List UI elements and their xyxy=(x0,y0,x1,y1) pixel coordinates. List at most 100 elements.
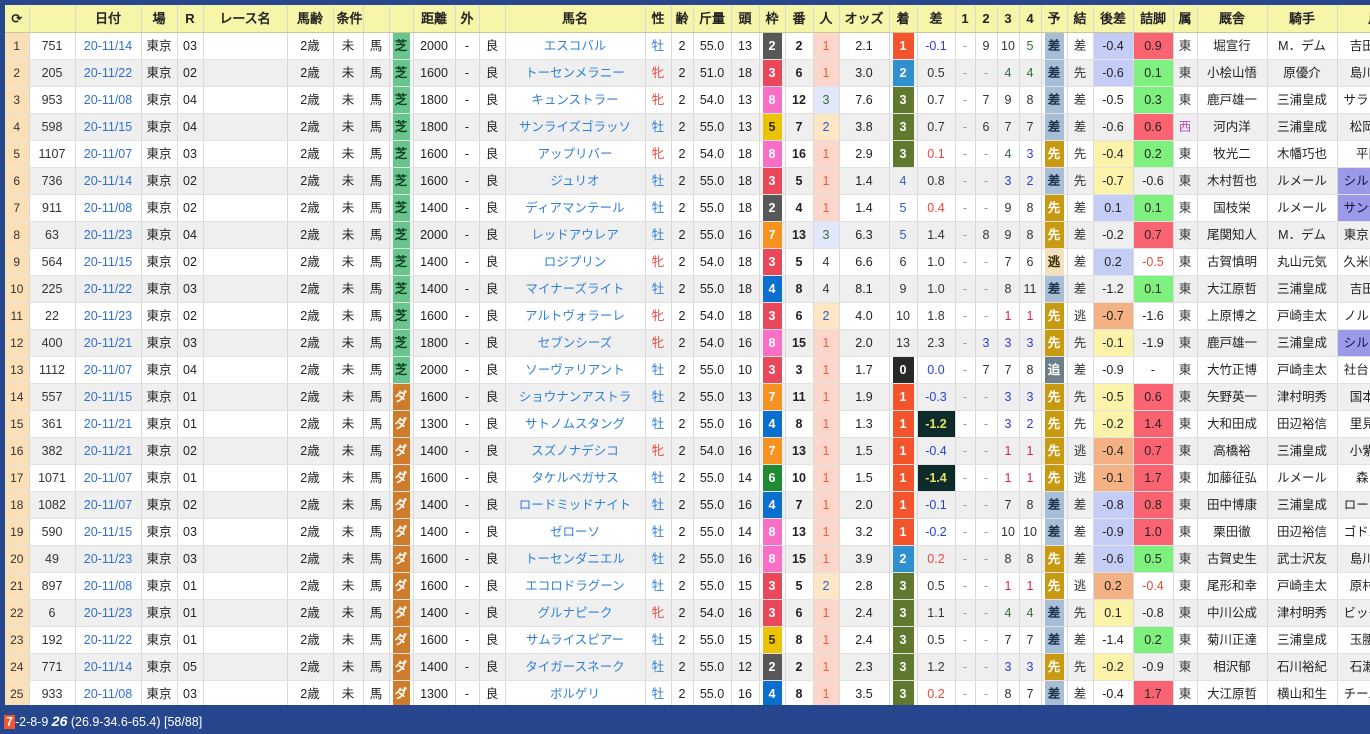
column-header-baba[interactable] xyxy=(479,5,506,33)
column-header-jockey[interactable]: 騎手 xyxy=(1267,5,1338,33)
table-row[interactable]: 3 953 20-11/08 東京 04 2歳未馬芝 1800- 良キュンストラー牝 2 54.0… xyxy=(5,86,1370,114)
table-row[interactable]: 9 564 20-11/15 東京 02 2歳未馬芝 1400- 良ロジプリン牝 2 54.0 18… xyxy=(5,248,1370,276)
horse-name[interactable]: レッドアウレア xyxy=(505,221,646,249)
race-date[interactable]: 20-11/14 xyxy=(75,167,142,195)
column-header-c3[interactable]: 3 xyxy=(997,5,1020,33)
column-header-uma[interactable] xyxy=(363,5,390,33)
table-row[interactable]: 24 771 20-11/14 東京 05 2歳未馬ダ 1400- 良タイガースネーク牡 2 55… xyxy=(5,653,1370,681)
column-header-odds[interactable]: オッズ xyxy=(839,5,890,33)
horse-name[interactable]: ディアマンテール xyxy=(505,194,646,222)
table-row[interactable]: 18 1082 20-11/07 東京 02 2歳未馬ダ 1400- 良ロードミッドナイト牡 2… xyxy=(5,491,1370,519)
race-date[interactable]: 20-11/08 xyxy=(75,194,142,222)
column-header-sex[interactable]: 性 xyxy=(645,5,672,33)
table-row[interactable]: 11 22 20-11/23 東京 02 2歳未馬芝 1600- 良アルトヴォラーレ牝 2 54.… xyxy=(5,302,1370,330)
race-date[interactable]: 20-11/07 xyxy=(75,140,142,168)
horse-name[interactable]: ボルゲリ xyxy=(505,680,646,705)
race-date[interactable]: 20-11/15 xyxy=(75,518,142,546)
race-results-grid[interactable]: ⟳ 日付場 R レース名 馬齢 条件 距離外馬名性齢斤量頭枠番人オッズ着差 1 2 3 4 予結後差詰… xyxy=(5,5,1370,705)
table-row[interactable]: 14 557 20-11/15 東京 01 2歳未馬ダ 1600- 良ショウナンアストラ牡 2 5… xyxy=(5,383,1370,411)
horse-name[interactable]: ショウナンアストラ xyxy=(505,383,646,411)
table-row[interactable]: 1 751 20-11/14 東京 03 2歳未馬芝 2000- 良エスコバル牡 2 55.0 13… xyxy=(5,32,1370,60)
race-date[interactable]: 20-11/23 xyxy=(75,221,142,249)
horse-name[interactable]: マイナーズライト xyxy=(505,275,646,303)
column-header-ban[interactable]: 番 xyxy=(785,5,814,33)
race-date[interactable]: 20-11/22 xyxy=(75,626,142,654)
race-date[interactable]: 20-11/23 xyxy=(75,545,142,573)
column-header-head[interactable]: 頭 xyxy=(731,5,760,33)
table-row[interactable]: 4 598 20-11/15 東京 04 2歳未馬芝 1800- 良サンライズゴラッソ牡 2 55… xyxy=(5,113,1370,141)
column-header-no[interactable] xyxy=(29,5,76,33)
horse-name[interactable]: エスコバル xyxy=(505,32,646,60)
column-header-yo[interactable]: 予 xyxy=(1041,5,1068,33)
table-row[interactable]: 8 63 20-11/23 東京 04 2歳未馬芝 2000- 良レッドアウレア牡 2 55.0 1… xyxy=(5,221,1370,249)
horse-name[interactable]: ロジプリン xyxy=(505,248,646,276)
table-row[interactable]: 19 590 20-11/15 東京 03 2歳未馬ダ 1400- 良ゼローソ牡 2 55.0 14… xyxy=(5,518,1370,546)
horse-name[interactable]: セブンシーズ xyxy=(505,329,646,357)
column-header-stable[interactable]: 厩舎 xyxy=(1197,5,1268,33)
column-header-surface[interactable] xyxy=(389,5,414,33)
column-header-horse[interactable]: 馬名 xyxy=(505,5,646,33)
horse-name[interactable]: ゼローソ xyxy=(505,518,646,546)
horse-name[interactable]: サムライスピアー xyxy=(505,626,646,654)
column-header-weight[interactable]: 斤量 xyxy=(693,5,732,33)
table-row[interactable]: 2 205 20-11/22 東京 02 2歳未馬芝 1600- 良トーセンメラニー牝 2 51.… xyxy=(5,59,1370,87)
table-row[interactable]: 5 1107 20-11/07 東京 03 2歳未馬芝 1600- 良アップリバー牝 2 54.0… xyxy=(5,140,1370,168)
horse-name[interactable]: ソーヴァリアント xyxy=(505,356,646,384)
race-date[interactable]: 20-11/21 xyxy=(75,410,142,438)
horse-name[interactable]: トーセンダニエル xyxy=(505,545,646,573)
column-header-chaku[interactable]: 着 xyxy=(889,5,918,33)
race-date[interactable]: 20-11/14 xyxy=(75,32,142,60)
race-date[interactable]: 20-11/15 xyxy=(75,113,142,141)
column-header-zoku[interactable]: 属 xyxy=(1173,5,1198,33)
table-row[interactable]: 15 361 20-11/21 東京 01 2歳未馬ダ 1300- 良サトノムスタング牡 2 55… xyxy=(5,410,1370,438)
column-header-distance[interactable]: 距離 xyxy=(413,5,456,33)
race-date[interactable]: 20-11/23 xyxy=(75,302,142,330)
race-date[interactable]: 20-11/07 xyxy=(75,356,142,384)
column-header-ketsu[interactable]: 結 xyxy=(1067,5,1094,33)
horse-name[interactable]: ロードミッドナイト xyxy=(505,491,646,519)
column-header-ninki[interactable]: 人 xyxy=(813,5,840,33)
table-row[interactable]: 7 911 20-11/08 東京 02 2歳未馬芝 1400- 良ディアマンテール牡 2 55.… xyxy=(5,194,1370,222)
race-date[interactable]: 20-11/08 xyxy=(75,680,142,705)
table-row[interactable]: 17 1071 20-11/07 東京 01 2歳未馬ダ 1600- 良タケルペガサス牡 2 55… xyxy=(5,464,1370,492)
horse-name[interactable]: タケルペガサス xyxy=(505,464,646,492)
horse-name[interactable]: サトノムスタング xyxy=(505,410,646,438)
column-header-c4[interactable]: 4 xyxy=(1019,5,1042,33)
column-header-tsumeashi[interactable]: 詰脚 xyxy=(1133,5,1174,33)
column-header-joken[interactable]: 条件 xyxy=(333,5,364,33)
column-header-c2[interactable]: 2 xyxy=(975,5,998,33)
race-date[interactable]: 20-11/23 xyxy=(75,599,142,627)
horse-name[interactable]: スズノナデシコ xyxy=(505,437,646,465)
table-row[interactable]: 12 400 20-11/21 東京 03 2歳未馬芝 1800- 良セブンシーズ牝 2 54.0… xyxy=(5,329,1370,357)
race-date[interactable]: 20-11/14 xyxy=(75,653,142,681)
race-date[interactable]: 20-11/21 xyxy=(75,437,142,465)
column-header-r[interactable]: R xyxy=(177,5,204,33)
table-row[interactable]: 21 897 20-11/08 東京 01 2歳未馬ダ 1600- 良エコロドラグーン牡 2 55… xyxy=(5,572,1370,600)
table-row[interactable]: 23 192 20-11/22 東京 01 2歳未馬ダ 1600- 良サムライスピアー牡 2 55… xyxy=(5,626,1370,654)
column-header-waku[interactable]: 枠 xyxy=(759,5,786,33)
race-date[interactable]: 20-11/08 xyxy=(75,572,142,600)
column-header-racename[interactable]: レース名 xyxy=(203,5,288,33)
column-header-place[interactable]: 場 xyxy=(141,5,178,33)
horse-name[interactable]: キュンストラー xyxy=(505,86,646,114)
horse-name[interactable]: グルナピーク xyxy=(505,599,646,627)
horse-name[interactable]: ジュリオ xyxy=(505,167,646,195)
column-header-soto[interactable]: 外 xyxy=(455,5,480,33)
table-row[interactable]: 13 1112 20-11/07 東京 04 2歳未馬芝 2000- 良ソーヴァリアント牡 2 5… xyxy=(5,356,1370,384)
column-header-age[interactable]: 齢 xyxy=(671,5,694,33)
horse-name[interactable]: タイガースネーク xyxy=(505,653,646,681)
horse-name[interactable]: サンライズゴラッソ xyxy=(505,113,646,141)
column-header-c1[interactable]: 1 xyxy=(955,5,976,33)
column-header-atozashi[interactable]: 後差 xyxy=(1093,5,1134,33)
column-header-bareri[interactable]: 馬齢 xyxy=(287,5,334,33)
column-header-sa[interactable]: 差 xyxy=(917,5,956,33)
race-date[interactable]: 20-11/15 xyxy=(75,248,142,276)
table-row[interactable]: 20 49 20-11/23 東京 03 2歳未馬ダ 1600- 良トーセンダニエル牡 2 55.… xyxy=(5,545,1370,573)
race-date[interactable]: 20-11/22 xyxy=(75,275,142,303)
race-date[interactable]: 20-11/22 xyxy=(75,59,142,87)
table-row[interactable]: 25 933 20-11/08 東京 03 2歳未馬ダ 1300- 良ボルゲリ牡 2 55.0 16… xyxy=(5,680,1370,705)
table-row[interactable]: 6 736 20-11/14 東京 02 2歳未馬芝 1600- 良ジュリオ牡 2 55.0 18 3… xyxy=(5,167,1370,195)
column-header-owner[interactable]: 馬主 xyxy=(1337,5,1370,33)
horse-name[interactable]: アルトヴォラーレ xyxy=(505,302,646,330)
horse-name[interactable]: トーセンメラニー xyxy=(505,59,646,87)
